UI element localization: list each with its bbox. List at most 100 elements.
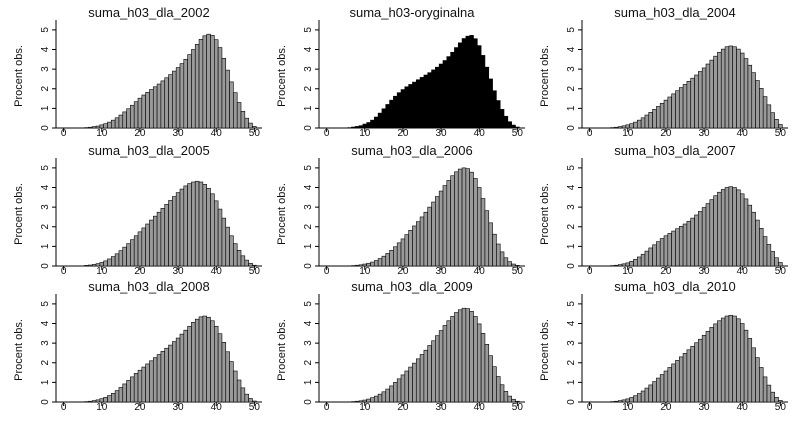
histogram-bar <box>442 60 448 129</box>
histogram-bar <box>728 45 733 129</box>
histogram-bar <box>473 316 478 403</box>
histogram-bar <box>465 308 470 403</box>
chart-title: suma_h03_dla_2002 <box>88 5 209 20</box>
histogram-bar <box>240 387 246 403</box>
histogram-bar <box>450 51 455 129</box>
x-tick-label: 0 <box>587 128 593 136</box>
histogram-bar <box>732 46 737 129</box>
histogram-bar <box>111 393 116 403</box>
y-tick-label: 2 <box>303 360 314 366</box>
histogram-bar <box>141 366 146 403</box>
y-axis-label: Procent obs. <box>539 319 551 381</box>
histogram-bar <box>686 81 692 129</box>
histogram-bar <box>210 35 215 129</box>
histogram-bar <box>362 399 367 403</box>
histogram-bar <box>240 111 246 129</box>
histogram-bar <box>663 235 669 267</box>
histogram-bar <box>385 253 390 267</box>
histogram-bar <box>385 388 390 403</box>
histogram-bar <box>762 96 768 129</box>
histogram-bar <box>488 222 493 267</box>
histogram-bar <box>473 178 478 267</box>
x-tick-label: 0 <box>324 128 330 136</box>
histogram-bar <box>160 351 166 403</box>
chart-title: suma_h03_dla_2006 <box>351 143 472 158</box>
histogram-bar <box>755 80 760 129</box>
histogram-bar <box>740 323 745 403</box>
histogram-bar <box>652 244 657 267</box>
histogram-bar <box>88 400 93 403</box>
histogram-bar <box>236 250 242 267</box>
histogram-bar <box>633 121 638 129</box>
y-tick-label: 4 <box>303 320 314 326</box>
histogram-bar <box>103 260 108 267</box>
histogram-bar <box>625 398 630 403</box>
histogram-bar <box>408 84 413 129</box>
histogram-bar <box>637 119 642 129</box>
histogram-bar <box>515 265 520 267</box>
y-axis-label: Procent obs. <box>276 45 288 107</box>
histogram-bar <box>644 114 650 129</box>
histogram-bar <box>381 108 387 129</box>
histogram-bar <box>126 243 131 267</box>
histogram-bar <box>225 69 230 129</box>
histogram-bar <box>690 77 695 129</box>
histogram-bar <box>145 223 150 267</box>
histogram-bar <box>194 180 200 267</box>
histogram-bar <box>678 87 684 129</box>
histogram-bar <box>118 387 124 403</box>
histogram-bar <box>492 233 497 267</box>
x-tick-label: 20 <box>397 128 409 136</box>
x-tick-label: 0 <box>61 266 67 274</box>
histogram-bar <box>465 168 470 267</box>
histogram-bar <box>667 96 672 129</box>
y-tick-label: 4 <box>40 320 51 326</box>
y-tick-label: 5 <box>303 27 314 33</box>
histogram-bar <box>164 204 169 267</box>
histogram-bar <box>446 180 451 267</box>
histogram-bar <box>198 39 204 129</box>
histogram-bar <box>415 358 421 403</box>
histogram-bar <box>484 344 490 403</box>
y-tick-label: 1 <box>566 379 577 385</box>
histogram-bar <box>701 207 707 267</box>
histogram-bar <box>377 393 383 403</box>
histogram-bar <box>362 123 367 129</box>
histogram-bar <box>137 369 143 403</box>
y-tick-label: 2 <box>40 86 51 92</box>
x-tick-label: 0 <box>324 402 330 410</box>
histogram-bar <box>191 322 196 403</box>
histogram-bar <box>759 88 764 129</box>
histogram-bar <box>465 35 470 129</box>
histogram-bar <box>183 329 188 403</box>
histogram-bar <box>438 330 444 403</box>
histogram-bar <box>431 69 436 129</box>
x-tick-label: 10 <box>622 266 634 274</box>
histogram-bar <box>663 370 669 403</box>
histogram-bar <box>709 59 714 129</box>
histogram-bar <box>419 77 425 129</box>
histogram-bar <box>423 211 429 267</box>
y-tick-label: 1 <box>303 243 314 249</box>
y-tick-label: 1 <box>40 105 51 111</box>
histogram-bar <box>663 99 669 129</box>
histogram-bar <box>198 316 204 403</box>
histogram-bar <box>419 354 425 403</box>
histogram-bar <box>370 397 375 403</box>
histogram-bar <box>149 89 154 129</box>
histogram-bar <box>233 243 238 267</box>
x-tick-label: 50 <box>512 266 524 274</box>
histogram-bar <box>225 226 230 267</box>
y-tick-label: 5 <box>566 27 577 33</box>
histogram-bar <box>91 400 97 403</box>
y-axis-label: Procent obs. <box>13 183 25 245</box>
histogram-bar <box>496 243 501 267</box>
chart-title: suma_h03_dla_2004 <box>614 5 735 20</box>
histogram-bar <box>152 86 158 129</box>
histogram-bar <box>351 126 356 129</box>
histogram-bar <box>389 99 394 129</box>
histogram-panel: suma_h03_dla_2002 Procent obs. 0 1 2 3 4 5 0 10 20… <box>6 4 266 136</box>
